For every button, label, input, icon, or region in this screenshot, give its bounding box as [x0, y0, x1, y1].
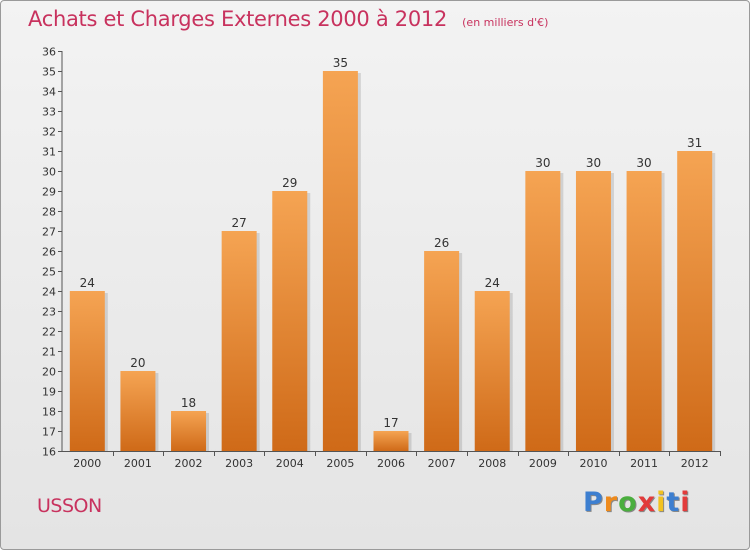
y-tick-label: 25 [42, 266, 56, 279]
x-tick-label: 2000 [73, 457, 101, 470]
bar-2011 [626, 171, 662, 451]
bar-2009 [525, 171, 561, 451]
y-tick-label: 21 [42, 346, 56, 359]
data-label: 17 [383, 416, 398, 430]
y-tick-label: 32 [42, 126, 56, 139]
data-label: 30 [586, 156, 601, 170]
data-label: 24 [80, 276, 95, 290]
x-tick-label: 2009 [529, 457, 557, 470]
y-tick-label: 22 [42, 326, 56, 339]
data-label: 30 [636, 156, 651, 170]
bars-group [69, 71, 716, 451]
logo-letter: i [680, 487, 691, 518]
data-label: 27 [232, 216, 247, 230]
y-tick-label: 16 [42, 446, 56, 459]
logo-letter: P [583, 487, 604, 518]
x-tick-label: 2007 [428, 457, 456, 470]
data-label: 30 [535, 156, 550, 170]
y-tick-label: 29 [42, 186, 56, 199]
bar-2010 [575, 171, 611, 451]
logo-letter: o [618, 487, 638, 518]
data-label: 18 [181, 396, 196, 410]
y-tick-label: 30 [42, 166, 56, 179]
y-tick-label: 26 [42, 246, 56, 259]
chart-subtitle: (en milliers d'€) [462, 16, 549, 29]
labels-group: 2000 24 2001 20 2002 18 2003 27 2004 29 2005 35 2006… [73, 56, 708, 470]
data-label: 31 [687, 136, 702, 150]
data-label: 35 [333, 56, 348, 70]
y-tick-label: 18 [42, 406, 56, 419]
x-tick-label: 2011 [630, 457, 658, 470]
x-tick-label: 2005 [326, 457, 354, 470]
y-tick-label: 23 [42, 306, 56, 319]
data-label: 29 [282, 176, 297, 190]
bar-2003 [221, 231, 257, 451]
chart-title: Achats et Charges Externes 2000 à 2012 [28, 7, 448, 31]
logo-letter: r [603, 487, 619, 518]
bar-2002 [171, 411, 207, 451]
x-tick-label: 2008 [478, 457, 506, 470]
bar-2001 [120, 371, 156, 451]
bar-2012 [677, 151, 713, 451]
y-tick-label: 36 [42, 46, 56, 59]
x-tick-label: 2002 [175, 457, 203, 470]
data-label: 24 [485, 276, 500, 290]
axes: 16 17 18 19 20 21 22 23 24 25 26 27 28 29 30 31 32 33 34 35… [42, 46, 721, 459]
x-tick-label: 2003 [225, 457, 253, 470]
y-tick-label: 20 [42, 366, 56, 379]
y-tick-label: 31 [42, 146, 56, 159]
y-tick-label: 24 [42, 286, 56, 299]
bar-2005 [322, 71, 358, 451]
x-tick-label: 2006 [377, 457, 405, 470]
x-tick-label: 2010 [579, 457, 607, 470]
x-tick-label: 2012 [681, 457, 709, 470]
bar-2004 [272, 191, 308, 451]
y-tick-label: 33 [42, 106, 56, 119]
y-tick-label: 27 [42, 226, 56, 239]
y-tick-label: 34 [42, 86, 56, 99]
data-label: 26 [434, 236, 449, 250]
y-tick-label: 17 [42, 426, 56, 439]
bar-2000 [69, 291, 105, 451]
logo-letter: t [666, 487, 681, 518]
logo-letter: x [637, 487, 657, 518]
proxiti-logo[interactable]: Proxiti [583, 487, 691, 518]
y-tick-label: 19 [42, 386, 56, 399]
y-tick-label: 35 [42, 66, 56, 79]
y-tick-label: 28 [42, 206, 56, 219]
city-name: USSON [37, 495, 102, 517]
bar-2006 [373, 431, 409, 451]
title-row: Achats et Charges Externes 2000 à 2012 (… [28, 7, 548, 31]
logo-letter: i [656, 487, 667, 518]
bar-2008 [474, 291, 510, 451]
data-label: 20 [130, 356, 145, 370]
bar-2007 [424, 251, 460, 451]
x-tick-label: 2004 [276, 457, 304, 470]
x-tick-label: 2001 [124, 457, 152, 470]
